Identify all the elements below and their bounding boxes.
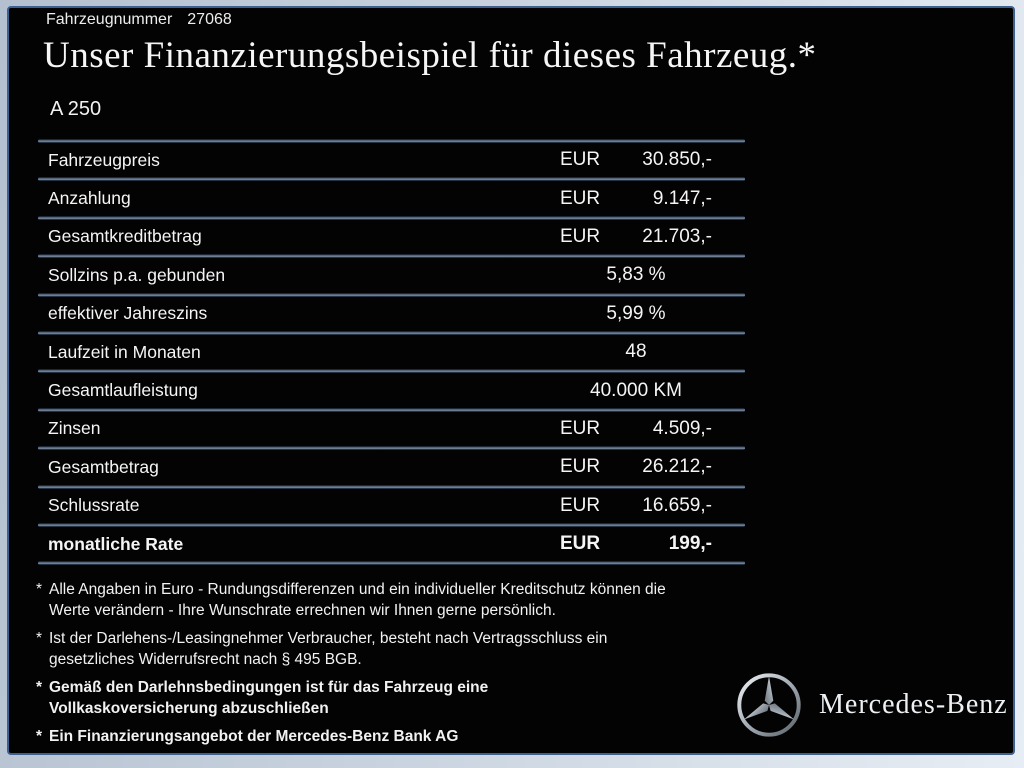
footnote: * Alle Angaben in Euro - Rundungsdiffere… xyxy=(36,579,699,621)
footnote-text: Ein Finanzierungsangebot der Mercedes-Be… xyxy=(49,728,459,745)
table-row: Schlussrate EUR 16.659,- xyxy=(38,489,745,523)
currency-label: EUR xyxy=(560,417,601,439)
row-label: Gesamtkreditbetrag xyxy=(48,226,202,247)
row-value: 40.000 KM xyxy=(515,380,712,402)
row-value: EUR 21.703,- xyxy=(560,226,712,248)
table-row: Fahrzeugpreis EUR 30.850,- xyxy=(38,143,745,177)
table-row: Gesamtbetrag EUR 26.212,- xyxy=(38,450,745,484)
currency-label: EUR xyxy=(560,533,601,555)
row-value: EUR 9.147,- xyxy=(560,188,712,210)
footnote-marker: * xyxy=(36,581,43,598)
amount-value: 16.659,- xyxy=(642,494,712,516)
table-row: Gesamtlaufleistung 40.000 KM xyxy=(38,373,745,407)
table-row: Zinsen EUR 4.509,- xyxy=(38,412,745,446)
amount-value: 4.509,- xyxy=(652,417,712,439)
footnote: * Ein Finanzierungsangebot der Mercedes-… xyxy=(36,726,699,747)
table-separator xyxy=(38,484,745,489)
footnote-text: Gemäß den Darlehnsbedingungen ist für da… xyxy=(49,679,489,717)
table-row: Gesamtkreditbetrag EUR 21.703,- xyxy=(38,220,745,254)
row-value: 5,83 % xyxy=(515,264,712,286)
footnote: * Gemäß den Darlehnsbedingungen ist für … xyxy=(36,677,699,719)
currency-label: EUR xyxy=(560,456,601,478)
row-value: EUR 16.659,- xyxy=(560,495,712,517)
table-separator xyxy=(38,446,745,451)
amount-value: 30.850,- xyxy=(642,149,712,171)
amount-value: 40.000 KM xyxy=(590,379,682,401)
table-separator xyxy=(38,561,745,566)
amount-value: 9.147,- xyxy=(652,187,712,209)
content-frame: Fahrzeugnummer 27068 Unser Finanzierungs… xyxy=(7,6,1015,755)
row-value: EUR 26.212,- xyxy=(560,456,712,478)
row-value: EUR 199,- xyxy=(560,533,712,555)
row-label: Sollzins p.a. gebunden xyxy=(48,264,226,285)
table-row: Sollzins p.a. gebunden 5,83 % xyxy=(38,258,745,292)
row-label: Gesamtlaufleistung xyxy=(48,380,198,401)
financing-table: Fahrzeugpreis EUR 30.850,- Anzahlung EUR… xyxy=(38,139,745,566)
row-label: Fahrzeugpreis xyxy=(48,149,160,170)
row-label: monatliche Rate xyxy=(48,533,184,554)
footnote-text: Ist der Darlehens-/Leasingnehmer Verbrau… xyxy=(49,630,608,668)
table-separator xyxy=(38,177,745,182)
mercedes-star-icon xyxy=(737,673,801,737)
row-label: Zinsen xyxy=(48,418,101,439)
row-value: 48 xyxy=(515,341,712,363)
footnote-text: Alle Angaben in Euro - Rundungsdifferenz… xyxy=(49,581,666,619)
table-separator xyxy=(38,369,745,374)
vehicle-number: Fahrzeugnummer 27068 xyxy=(46,11,232,29)
amount-value: 26.212,- xyxy=(642,456,712,478)
row-label: Schlussrate xyxy=(48,495,140,516)
row-value: EUR 4.509,- xyxy=(560,418,712,440)
table-row-monthly-rate: monatliche Rate EUR 199,- xyxy=(38,527,745,561)
footnote-marker: * xyxy=(36,630,43,647)
amount-value: 48 xyxy=(625,341,647,363)
table-row: Anzahlung EUR 9.147,- xyxy=(38,181,745,215)
currency-label: EUR xyxy=(560,187,601,209)
row-label: Laufzeit in Monaten xyxy=(48,341,201,362)
currency-label: EUR xyxy=(560,494,601,516)
amount-value: 5,83 % xyxy=(606,264,666,286)
vehicle-number-value: 27068 xyxy=(187,11,232,28)
currency-label: EUR xyxy=(560,225,601,247)
amount-value: 199,- xyxy=(668,533,712,555)
footnote-marker: * xyxy=(36,728,43,745)
amount-value: 21.703,- xyxy=(642,225,712,247)
row-label: Anzahlung xyxy=(48,188,131,209)
table-separator xyxy=(38,215,745,220)
table-separator xyxy=(38,254,745,259)
vehicle-model: A 250 xyxy=(50,98,102,120)
page-title: Unser Finanzierungsbeispiel für dieses F… xyxy=(43,35,817,76)
table-row: effektiver Jahreszins 5,99 % xyxy=(38,297,745,331)
brand-logo-block: Mercedes-Benz xyxy=(736,672,1008,738)
row-value: EUR 30.850,- xyxy=(560,149,712,171)
row-label: Gesamtbetrag xyxy=(48,456,159,477)
row-label: effektiver Jahreszins xyxy=(48,303,208,324)
footnote: * Ist der Darlehens-/Leasingnehmer Verbr… xyxy=(36,628,699,670)
table-row: Laufzeit in Monaten 48 xyxy=(38,335,745,369)
vehicle-number-label: Fahrzeugnummer xyxy=(46,11,173,28)
brand-wordmark: Mercedes-Benz xyxy=(819,689,1008,720)
table-separator xyxy=(38,292,745,297)
amount-value: 5,99 % xyxy=(606,302,666,324)
table-separator xyxy=(38,522,745,527)
footnote-marker: * xyxy=(36,679,43,696)
table-separator xyxy=(38,139,745,143)
row-value: 5,99 % xyxy=(515,303,712,325)
footnotes: * Alle Angaben in Euro - Rundungsdiffere… xyxy=(36,579,699,753)
table-separator xyxy=(38,407,745,412)
currency-label: EUR xyxy=(560,149,601,171)
table-separator xyxy=(38,330,745,335)
